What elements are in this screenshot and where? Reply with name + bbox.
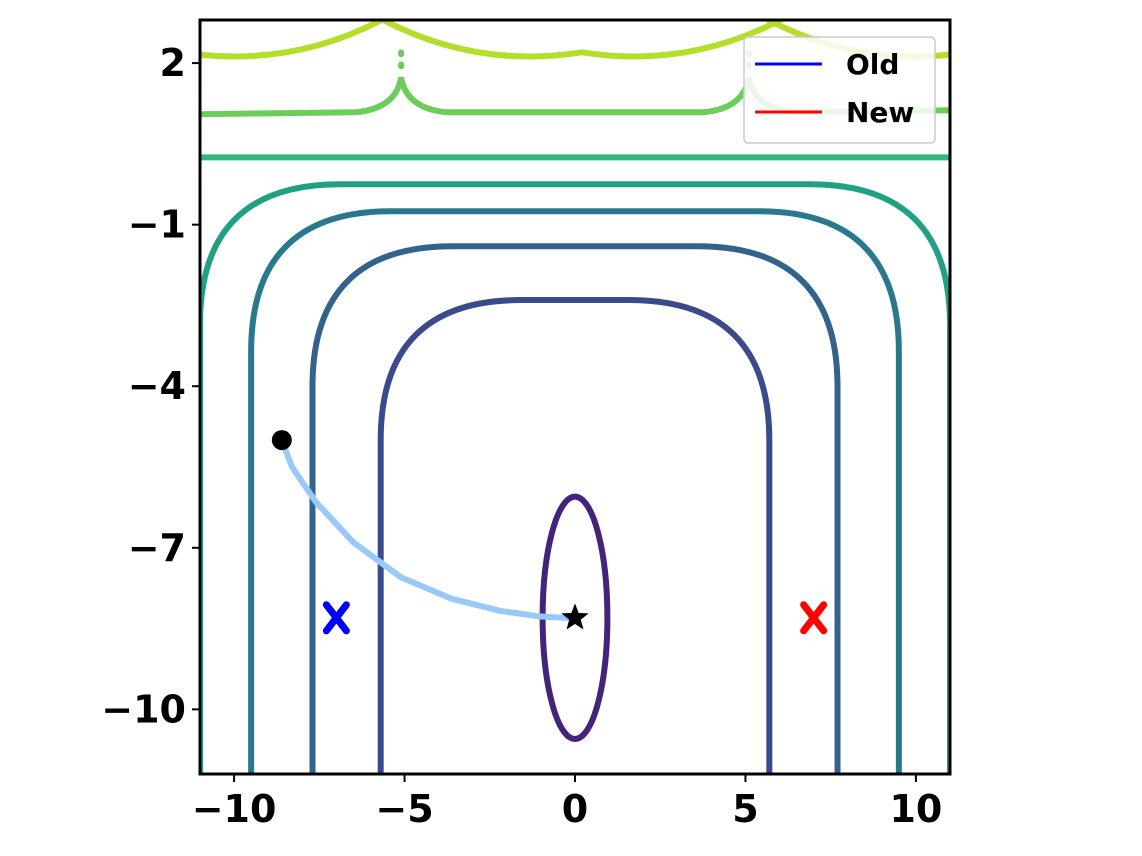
legend: Old New: [743, 36, 936, 144]
contour-level-4: [200, 181, 950, 774]
point-markers: [271, 430, 828, 635]
x-marker-old: [322, 601, 350, 635]
contour-level-1: [377, 297, 773, 774]
end-point-star-marker: [561, 603, 589, 630]
legend-label-new: New: [846, 96, 914, 129]
y-tick-label: −1: [128, 203, 186, 247]
start-point-marker: [271, 430, 292, 451]
contour-level-3: [248, 208, 902, 774]
contour-arc-1: [376, 20, 787, 60]
x-tick-label: −10: [192, 787, 277, 831]
y-tick-label: −4: [128, 364, 186, 408]
contour-level-2: [309, 243, 841, 774]
y-tick-label: −7: [128, 526, 186, 570]
x-marker-new: [800, 601, 828, 635]
x-tick-label: 0: [562, 787, 588, 831]
x-tick-label: 10: [889, 787, 942, 831]
y-tick-label: −10: [101, 687, 186, 731]
x-tick-label: −5: [375, 787, 433, 831]
contour-lines: [200, 20, 950, 774]
x-tick-label: 5: [732, 787, 758, 831]
contour-arc-2: [762, 20, 950, 60]
axis-ticks: −10 −5 0 5 10 2 −1 −4 −7 −10: [101, 41, 942, 831]
legend-label-old: Old: [846, 48, 899, 81]
contour-arc-0: [200, 20, 388, 60]
trajectory-line: [278, 437, 578, 621]
trajectory: [278, 437, 578, 621]
y-tick-label: 2: [160, 41, 186, 85]
